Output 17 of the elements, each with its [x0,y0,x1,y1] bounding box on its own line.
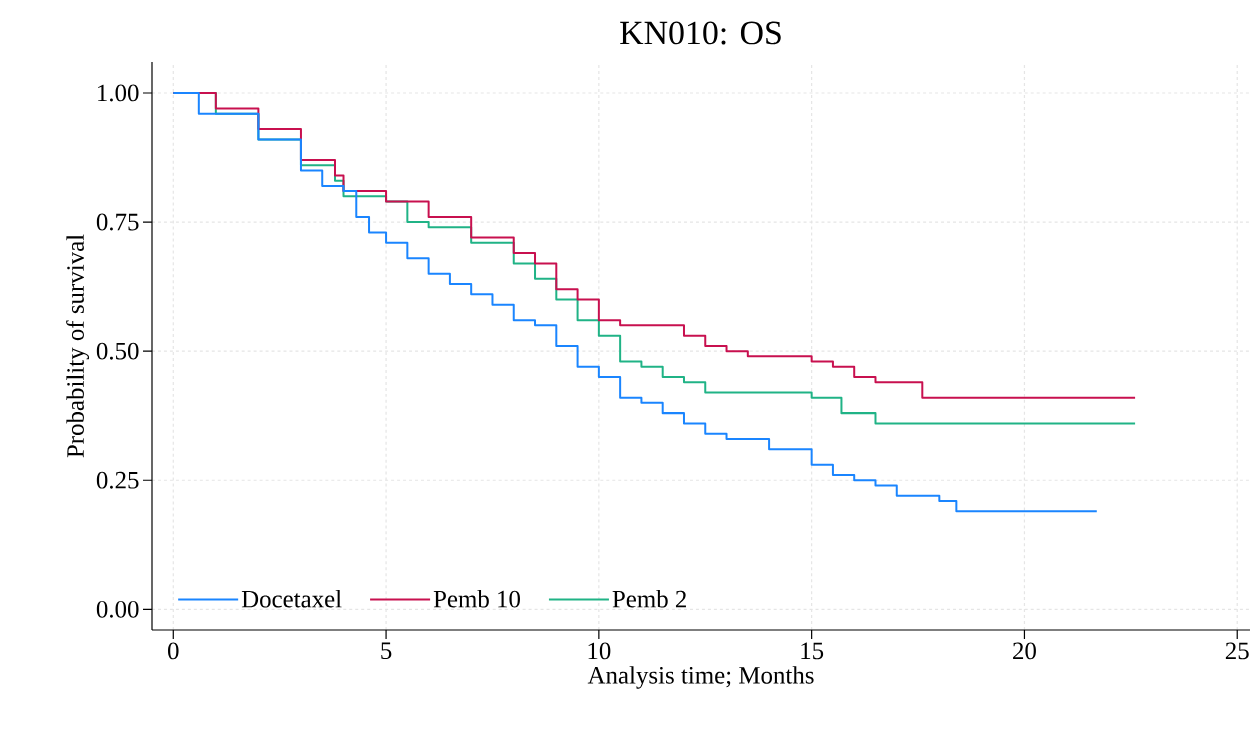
y-tick-label: 0.50 [96,342,139,360]
x-tick-label: 25 [1225,642,1249,660]
y-tick-label: 0.75 [96,213,139,231]
x-tick-label: 15 [801,642,824,660]
y-tick-label: 0.00 [96,600,139,618]
y-tick-label: 1.00 [98,84,139,102]
legend-label: Pemb 10 [433,590,520,608]
legend-label: Pemb 2 [612,590,686,608]
x-tick-label: 5 [381,642,392,660]
x-tick-label: 10 [588,642,611,660]
legend-label: Docetaxel [241,590,342,608]
x-axis-title: Analysis time; Months [587,666,814,689]
x-tick-label: 0 [168,642,179,660]
x-tick-label: 20 [1013,642,1036,660]
y-tick-label: 0.25 [96,471,139,489]
chart-title: KN010: OS [620,21,781,45]
y-axis-title: Probability of survival [66,234,90,458]
